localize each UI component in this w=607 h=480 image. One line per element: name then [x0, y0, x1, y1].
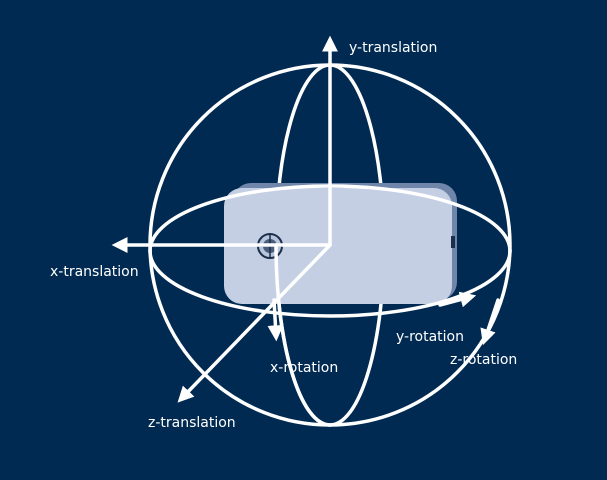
z-translation-arrow [177, 243, 332, 403]
y-rotation-arrowhead [438, 291, 477, 308]
y-rotation-label: y-rotation [396, 329, 464, 345]
x-rotation-meridian-front [274, 243, 332, 427]
x-translation-label: x-translation [50, 264, 139, 280]
phone [224, 183, 457, 304]
phone-side-button [451, 236, 455, 248]
y-translation-label: y-translation [349, 40, 437, 56]
phone-screen [224, 188, 452, 304]
x-rotation-arrowhead [267, 298, 284, 342]
x-rotation-label: x-rotation [270, 360, 338, 376]
y-rotation-equator-front [148, 249, 512, 318]
z-rotation-label: z-rotation [450, 352, 517, 368]
z-rotation-arrowhead [480, 298, 500, 346]
z-translation-label: z-translation [148, 415, 236, 431]
